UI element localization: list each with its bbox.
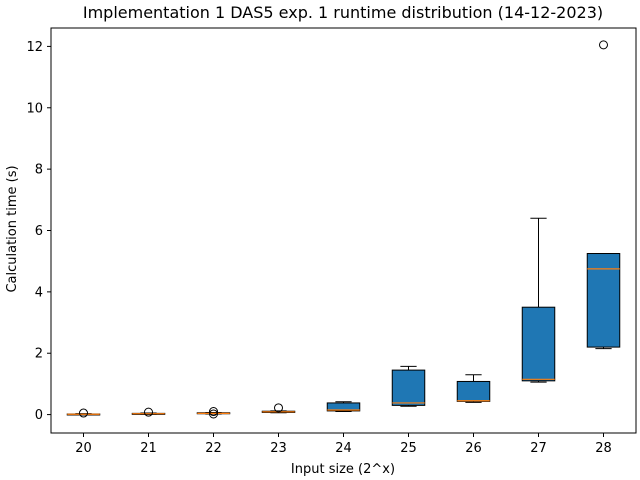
x-tick-label: 21 (140, 441, 157, 456)
box-group-28 (586, 40, 621, 350)
y-tick-label: 2 (35, 347, 43, 362)
box-group-26 (456, 374, 491, 403)
box-group-21 (131, 407, 166, 417)
x-tick-label: 25 (400, 441, 417, 456)
box-group-27 (521, 217, 556, 383)
x-tick-label: 26 (465, 441, 482, 456)
box-group-25 (391, 365, 426, 407)
x-tick-label: 28 (595, 441, 612, 456)
chart-title: Implementation 1 DAS5 exp. 1 runtime dis… (83, 3, 603, 22)
outlier-point (79, 408, 88, 418)
x-tick-label: 22 (205, 441, 222, 456)
x-tick-label: 20 (75, 441, 92, 456)
y-tick-label: 6 (35, 224, 43, 239)
y-tick-label: 12 (26, 40, 43, 55)
box-27 (521, 306, 556, 382)
x-tick-label: 23 (270, 441, 287, 456)
y-axis-label: Calculation time (s) (5, 165, 20, 292)
outlier-point (144, 407, 153, 417)
y-tick-label: 4 (35, 285, 43, 300)
box-group-24 (326, 401, 361, 413)
y-tick-label: 10 (26, 101, 43, 116)
box-24 (326, 402, 361, 412)
x-tick-label: 24 (335, 441, 352, 456)
outlier-point (274, 403, 283, 413)
box-group-20 (66, 408, 101, 418)
outlier-point (599, 40, 608, 50)
y-tick-label: 0 (35, 408, 43, 423)
box-28 (586, 253, 621, 348)
box-group-22 (196, 407, 231, 419)
outlier-point (209, 409, 218, 419)
plot-area (66, 40, 621, 419)
x-tick-label: 27 (530, 441, 547, 456)
x-axis-label: Input size (2^x) (291, 462, 395, 477)
y-tick-label: 8 (35, 163, 43, 178)
box-26 (456, 380, 491, 402)
outlier-point (209, 407, 218, 417)
box-group-23 (261, 403, 296, 414)
box-25 (391, 369, 426, 406)
